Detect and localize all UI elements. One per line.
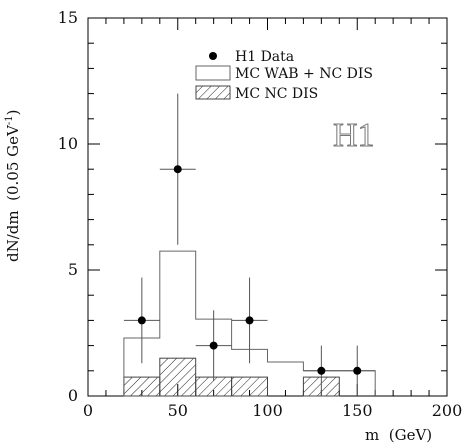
data-point <box>159 93 196 245</box>
data-point <box>339 345 376 396</box>
data-marker <box>353 366 362 375</box>
mc-nc-dis-bar <box>231 376 269 397</box>
data-point <box>195 310 232 381</box>
h1-logo: H1 <box>333 117 375 154</box>
x-axis-label: m (GeV) <box>365 426 432 444</box>
y-tick-label: 0 <box>68 386 78 405</box>
y-axis-label-exponent: -1 <box>4 115 15 125</box>
data-point <box>231 277 268 364</box>
y-tick-label: 5 <box>68 260 78 279</box>
data-marker <box>245 316 254 325</box>
x-tick-label: 100 <box>252 401 283 420</box>
legend-label-step: MC WAB + NC DIS <box>235 66 373 82</box>
axis-ticks: 0 50 100 150 200 0 5 10 15 <box>58 8 463 420</box>
legend-marker-hatched <box>195 85 231 100</box>
mc-nc-dis-bar <box>123 376 161 397</box>
data-marker <box>137 316 146 325</box>
h1-data-points <box>123 93 376 396</box>
data-marker <box>209 341 218 350</box>
y-axis-label-close: ) <box>4 110 22 116</box>
x-tick-label: 150 <box>342 401 373 420</box>
x-tick-label: 200 <box>432 401 463 420</box>
legend-marker-data <box>209 52 217 60</box>
x-tick-label: 50 <box>168 401 188 420</box>
legend-marker-step <box>195 65 231 81</box>
data-point <box>303 345 340 396</box>
legend: H1 Data MC WAB + NC DIS MC NC DIS <box>195 49 373 102</box>
data-point <box>123 277 160 364</box>
y-axis-label: dN/dm (0.05 GeV-1) <box>4 110 22 262</box>
x-tick-label: 0 <box>83 401 93 420</box>
legend-label-data: H1 Data <box>235 49 294 65</box>
y-tick-label: 10 <box>58 134 78 153</box>
legend-label-hatched: MC NC DIS <box>235 86 318 102</box>
data-marker <box>173 165 182 174</box>
y-axis-label-main: dN/dm (0.05 GeV <box>4 124 22 262</box>
mc-nc-dis-histogram <box>123 357 340 397</box>
mc-nc-dis-bar <box>159 357 197 397</box>
data-marker <box>317 366 326 375</box>
y-tick-label: 15 <box>58 8 78 27</box>
